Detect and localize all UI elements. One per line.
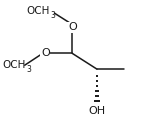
Text: OH: OH (88, 106, 105, 116)
Text: O: O (41, 48, 50, 59)
Text: OCH: OCH (26, 5, 50, 16)
Text: O: O (68, 22, 77, 32)
Text: OCH: OCH (3, 60, 26, 70)
Text: 3: 3 (51, 11, 55, 20)
Text: 3: 3 (27, 65, 32, 74)
